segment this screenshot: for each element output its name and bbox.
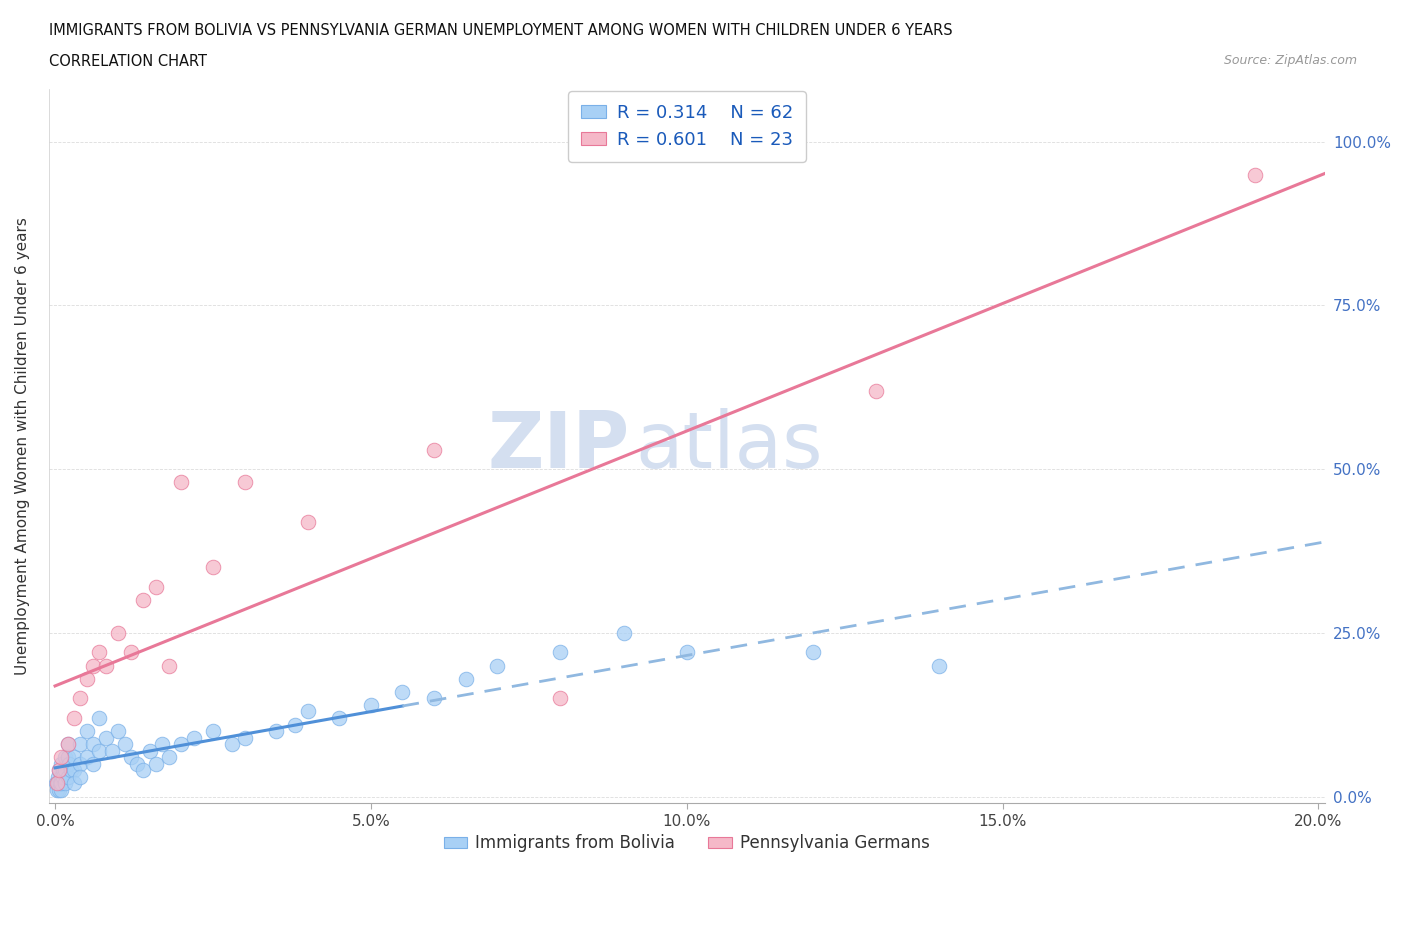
Point (120, 645, 142, 660)
Text: ZIP: ZIP (486, 408, 630, 485)
Point (145, 756, 167, 771)
Point (328, 711, 350, 725)
Point (63, 776, 86, 790)
Point (233, 730, 256, 745)
Point (45, 776, 67, 790)
Point (233, 475, 256, 490)
Point (221, 737, 243, 751)
Text: atlas: atlas (636, 408, 823, 485)
Point (82, 658, 104, 673)
Point (46, 782, 69, 797)
Point (101, 743, 124, 758)
Point (89, 743, 111, 758)
Point (69, 769, 91, 784)
Point (76, 724, 98, 738)
Point (114, 737, 136, 751)
Point (63, 711, 86, 725)
Point (454, 671, 477, 686)
Point (297, 514, 319, 529)
Point (423, 691, 446, 706)
Point (76, 750, 98, 764)
Point (56, 769, 79, 784)
Point (170, 475, 193, 490)
Point (63, 750, 86, 764)
Point (550, 645, 572, 660)
Point (51, 776, 73, 790)
Point (46, 776, 69, 790)
Point (107, 625, 129, 640)
Point (297, 704, 319, 719)
Point (56, 750, 79, 764)
Legend: Immigrants from Bolivia, Pennsylvania Germans: Immigrants from Bolivia, Pennsylvania Ge… (437, 828, 936, 859)
Point (56, 737, 79, 751)
Point (52, 769, 75, 784)
Point (264, 724, 287, 738)
Point (120, 750, 142, 764)
Point (69, 756, 91, 771)
Point (107, 724, 129, 738)
Point (928, 658, 950, 673)
Point (49, 776, 72, 790)
Text: Source: ZipAtlas.com: Source: ZipAtlas.com (1223, 54, 1357, 67)
Point (127, 756, 149, 771)
Point (94, 730, 117, 745)
Point (360, 698, 382, 712)
Point (201, 560, 224, 575)
Point (51, 750, 73, 764)
Point (48, 763, 70, 777)
Point (48, 763, 70, 777)
Point (94, 658, 117, 673)
Point (865, 383, 887, 398)
Point (51, 769, 73, 784)
Point (423, 442, 446, 457)
Point (48, 782, 70, 797)
Point (76, 671, 98, 686)
Point (46, 776, 69, 790)
Point (145, 579, 167, 594)
Point (157, 750, 180, 764)
Point (152, 737, 174, 751)
Point (139, 743, 162, 758)
Point (157, 658, 180, 673)
Point (675, 645, 697, 660)
Point (391, 684, 413, 699)
Y-axis label: Unemployment Among Women with Children Under 6 years: Unemployment Among Women with Children U… (15, 218, 30, 675)
Point (82, 756, 104, 771)
Point (69, 737, 91, 751)
Point (486, 658, 509, 673)
Point (51, 756, 73, 771)
Point (82, 737, 104, 751)
Point (59, 763, 82, 777)
Point (49, 782, 72, 797)
Point (58, 756, 80, 771)
Point (53, 776, 76, 790)
Point (132, 592, 155, 607)
Point (52, 763, 75, 777)
Point (550, 691, 572, 706)
Point (46, 769, 69, 784)
Point (1244, 167, 1267, 182)
Point (132, 763, 155, 777)
Point (69, 691, 91, 706)
Point (56, 737, 79, 751)
Point (183, 730, 205, 745)
Point (53, 763, 76, 777)
Point (170, 737, 193, 751)
Text: IMMIGRANTS FROM BOLIVIA VS PENNSYLVANIA GERMAN UNEMPLOYMENT AMONG WOMEN WITH CHI: IMMIGRANTS FROM BOLIVIA VS PENNSYLVANIA … (49, 23, 953, 38)
Point (612, 625, 634, 640)
Text: CORRELATION CHART: CORRELATION CHART (49, 54, 207, 69)
Point (53, 750, 76, 764)
Point (63, 763, 86, 777)
Point (284, 717, 307, 732)
Point (89, 711, 111, 725)
Point (89, 645, 111, 660)
Point (801, 645, 824, 660)
Point (201, 724, 224, 738)
